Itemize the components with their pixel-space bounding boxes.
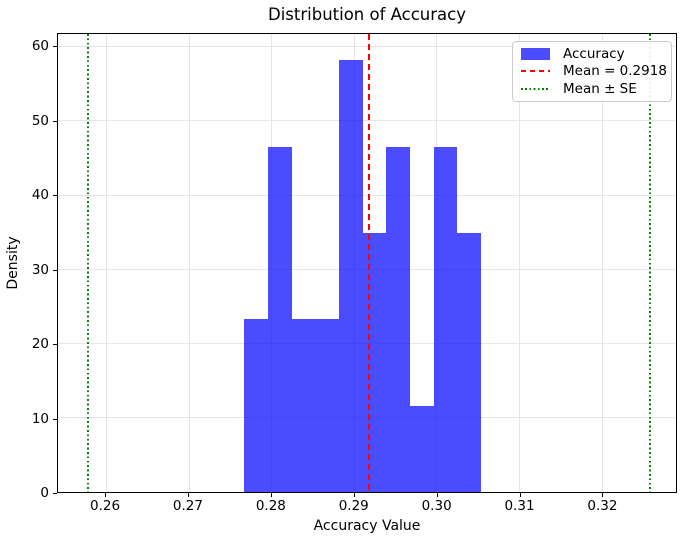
x-tick-label: 0.31 bbox=[504, 498, 535, 514]
x-tick-mark bbox=[353, 493, 355, 497]
x-tick-mark bbox=[187, 493, 189, 497]
gridline-vertical bbox=[519, 34, 521, 492]
histogram-bar bbox=[362, 232, 387, 492]
histogram-bar bbox=[433, 146, 458, 492]
chart-title: Distribution of Accuracy bbox=[268, 5, 466, 24]
histogram-bar bbox=[244, 319, 268, 492]
histogram-bar bbox=[267, 146, 292, 492]
x-tick-label: 0.27 bbox=[172, 498, 203, 514]
y-tick-mark bbox=[53, 418, 57, 420]
y-tick-label: 30 bbox=[31, 261, 49, 278]
gridline-horizontal bbox=[58, 120, 676, 122]
x-tick-label: 0.26 bbox=[90, 498, 121, 514]
legend-box: Accuracy Mean = 0.2918 Mean ± SE bbox=[512, 41, 672, 102]
x-tick-label: 0.30 bbox=[421, 498, 452, 514]
histogram-bar bbox=[409, 405, 434, 492]
legend-dashed-line-swatch bbox=[521, 70, 550, 73]
legend-entry: Accuracy bbox=[521, 46, 663, 62]
x-tick-label: 0.28 bbox=[255, 498, 286, 514]
x-tick-mark bbox=[602, 493, 604, 497]
legend-label: Accuracy bbox=[563, 45, 625, 62]
x-tick-mark bbox=[105, 493, 107, 497]
y-tick-mark bbox=[53, 46, 57, 48]
y-tick-label: 60 bbox=[31, 38, 49, 55]
histogram-bar bbox=[291, 319, 316, 492]
legend-entry: Mean ± SE bbox=[521, 81, 663, 97]
gridline-horizontal bbox=[58, 194, 676, 196]
y-tick-mark bbox=[53, 493, 57, 494]
histogram-bar bbox=[315, 319, 339, 492]
x-tick-mark bbox=[270, 493, 272, 497]
legend-label: Mean ± SE bbox=[563, 81, 637, 98]
x-tick-mark bbox=[519, 493, 521, 497]
gridline-vertical bbox=[105, 34, 107, 492]
y-tick-mark bbox=[53, 344, 57, 346]
mean-line bbox=[367, 34, 370, 492]
y-tick-mark bbox=[53, 195, 57, 197]
legend-entry: Mean = 0.2918 bbox=[521, 63, 667, 79]
gridline-vertical bbox=[188, 34, 190, 492]
mean-se-line bbox=[648, 34, 651, 492]
legend-label: Mean = 0.2918 bbox=[563, 63, 667, 80]
y-tick-label: 0 bbox=[40, 485, 49, 501]
y-tick-label: 20 bbox=[31, 336, 49, 353]
y-tick-mark bbox=[53, 120, 57, 122]
x-axis-label: Accuracy Value bbox=[313, 518, 421, 534]
histogram-bar bbox=[457, 232, 481, 492]
y-tick-label: 10 bbox=[31, 410, 49, 427]
plot-area bbox=[57, 33, 677, 493]
gridline-horizontal bbox=[58, 46, 676, 48]
y-tick-label: 40 bbox=[31, 187, 49, 204]
histogram-bar bbox=[338, 60, 363, 492]
legend-patch-swatch bbox=[521, 47, 550, 60]
x-tick-label: 0.32 bbox=[587, 498, 618, 514]
y-tick-mark bbox=[53, 269, 57, 271]
histogram-bar bbox=[386, 146, 410, 492]
mean-se-line bbox=[86, 34, 89, 492]
y-tick-label: 50 bbox=[31, 112, 49, 129]
x-tick-mark bbox=[436, 493, 438, 497]
legend-dotted-line-swatch bbox=[521, 88, 550, 91]
gridline-vertical bbox=[601, 34, 603, 492]
x-tick-label: 0.29 bbox=[338, 498, 369, 514]
y-axis-label: Density bbox=[5, 236, 21, 290]
